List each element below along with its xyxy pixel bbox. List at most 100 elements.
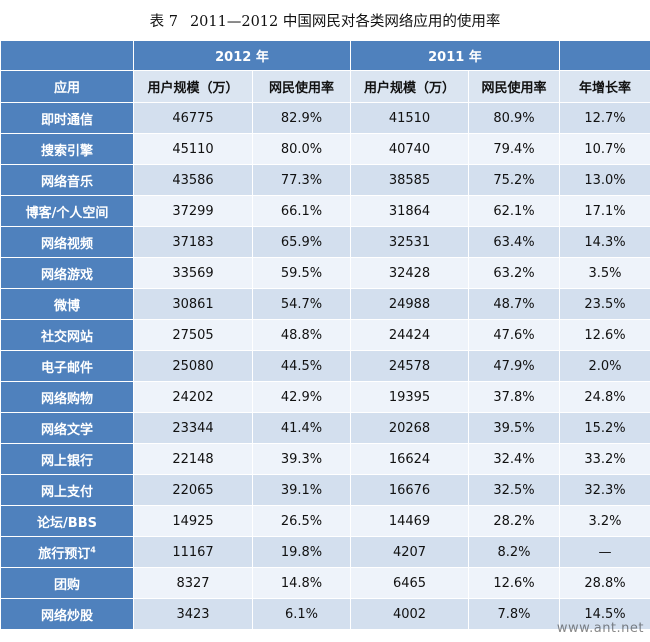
table-row: 搜索引擎 45110 80.0% 40740 79.4% 10.7% (0, 133, 650, 165)
app-name-cell: 电子邮件 (0, 350, 134, 382)
growth-cell: 12.6% (559, 319, 650, 351)
rate-2011-cell: 32.4% (468, 443, 560, 475)
growth-cell: 12.7% (559, 102, 650, 134)
users-2012-cell: 8327 (133, 567, 253, 599)
rate-2011-cell: 8.2% (468, 536, 560, 568)
table-row: 微博 30861 54.7% 24988 48.7% 23.5% (0, 288, 650, 320)
users-2011-cell: 6465 (350, 567, 469, 599)
rate-2012-cell: 39.3% (252, 443, 351, 475)
rate-2012-cell: 59.5% (252, 257, 351, 289)
app-name-cell: 网络购物 (0, 381, 134, 413)
rate-2012-cell: 39.1% (252, 474, 351, 506)
users-2012-cell: 33569 (133, 257, 253, 289)
users-2012-cell: 22148 (133, 443, 253, 475)
table-row: 论坛/BBS 14925 26.5% 14469 28.2% 3.2% (0, 505, 650, 537)
rate-2012-cell: 42.9% (252, 381, 351, 413)
users-2012-cell: 22065 (133, 474, 253, 506)
app-name-cell: 搜索引擎 (0, 133, 134, 165)
users-2011-cell: 16676 (350, 474, 469, 506)
table-row: 电子邮件 25080 44.5% 24578 47.9% 2.0% (0, 350, 650, 382)
table-row: 社交网站 27505 48.8% 24424 47.6% 12.6% (0, 319, 650, 351)
col-header-users-2011: 用户规模（万） (350, 70, 469, 103)
users-2011-cell: 38585 (350, 164, 469, 196)
users-2012-cell: 24202 (133, 381, 253, 413)
table-row: 团购 8327 14.8% 6465 12.6% 28.8% (0, 567, 650, 599)
users-2012-cell: 3423 (133, 598, 253, 630)
table-row: 博客/个人空间 37299 66.1% 31864 62.1% 17.1% (0, 195, 650, 227)
rate-2011-cell: 63.4% (468, 226, 560, 258)
growth-cell: 28.8% (559, 567, 650, 599)
rate-2011-cell: 32.5% (468, 474, 560, 506)
rate-2012-cell: 80.0% (252, 133, 351, 165)
growth-cell: 32.3% (559, 474, 650, 506)
table-row: 网络音乐 43586 77.3% 38585 75.2% 13.0% (0, 164, 650, 196)
rate-2011-cell: 28.2% (468, 505, 560, 537)
table-row: 网上支付 22065 39.1% 16676 32.5% 32.3% (0, 474, 650, 506)
table-row: 网络购物 24202 42.9% 19395 37.8% 24.8% (0, 381, 650, 413)
app-name-cell: 论坛/BBS (0, 505, 134, 537)
growth-cell: 24.8% (559, 381, 650, 413)
column-header-row: 应用 用户规模（万） 网民使用率 用户规模（万） 网民使用率 年增长率 (0, 70, 650, 103)
users-2012-cell: 37183 (133, 226, 253, 258)
app-name-cell: 网络文学 (0, 412, 134, 444)
growth-cell: 3.2% (559, 505, 650, 537)
rate-2012-cell: 19.8% (252, 536, 351, 568)
rate-2012-cell: 41.4% (252, 412, 351, 444)
rate-2011-cell: 62.1% (468, 195, 560, 227)
users-2012-cell: 45110 (133, 133, 253, 165)
users-2011-cell: 20268 (350, 412, 469, 444)
users-2011-cell: 4207 (350, 536, 469, 568)
rate-2011-cell: 39.5% (468, 412, 560, 444)
app-name-cell: 网上支付 (0, 474, 134, 506)
year-header-2012: 2012 年 (133, 40, 351, 71)
app-name-cell: 网络音乐 (0, 164, 134, 196)
app-name-cell: 团购 (0, 567, 134, 599)
col-header-app: 应用 (0, 70, 134, 103)
users-2011-cell: 40740 (350, 133, 469, 165)
rate-2012-cell: 6.1% (252, 598, 351, 630)
app-name-cell: 网络游戏 (0, 257, 134, 289)
table-row: 网上银行 22148 39.3% 16624 32.4% 33.2% (0, 443, 650, 475)
growth-cell: 15.2% (559, 412, 650, 444)
rate-2012-cell: 77.3% (252, 164, 351, 196)
users-2011-cell: 31864 (350, 195, 469, 227)
table-caption-label: 表 7 (149, 13, 178, 30)
growth-cell: 2.0% (559, 350, 650, 382)
rate-2011-cell: 75.2% (468, 164, 560, 196)
rate-2011-cell: 47.9% (468, 350, 560, 382)
table-row: 网络炒股 3423 6.1% 4002 7.8% 14.5% (0, 598, 650, 630)
users-2012-cell: 11167 (133, 536, 253, 568)
users-2011-cell: 19395 (350, 381, 469, 413)
rate-2012-cell: 14.8% (252, 567, 351, 599)
rate-2012-cell: 66.1% (252, 195, 351, 227)
rate-2011-cell: 79.4% (468, 133, 560, 165)
table-caption: 表 7 2011—2012 中国网民对各类网络应用的使用率 (0, 0, 650, 40)
users-2012-cell: 25080 (133, 350, 253, 382)
users-2011-cell: 41510 (350, 102, 469, 134)
app-name-cell: 网络视频 (0, 226, 134, 258)
users-2011-cell: 16624 (350, 443, 469, 475)
growth-cell: — (559, 536, 650, 568)
col-header-rate-2011: 网民使用率 (468, 70, 560, 103)
users-2011-cell: 24988 (350, 288, 469, 320)
users-2011-cell: 24578 (350, 350, 469, 382)
users-2012-cell: 23344 (133, 412, 253, 444)
growth-cell: 17.1% (559, 195, 650, 227)
rate-2012-cell: 26.5% (252, 505, 351, 537)
growth-cell: 13.0% (559, 164, 650, 196)
rate-2011-cell: 37.8% (468, 381, 560, 413)
rate-2011-cell: 63.2% (468, 257, 560, 289)
users-2011-cell: 14469 (350, 505, 469, 537)
growth-cell: 3.5% (559, 257, 650, 289)
users-2011-cell: 32428 (350, 257, 469, 289)
users-2012-cell: 46775 (133, 102, 253, 134)
growth-cell: 23.5% (559, 288, 650, 320)
app-name-cell: 网络炒股 (0, 598, 134, 630)
app-name-cell: 微博 (0, 288, 134, 320)
table-row: 网络游戏 33569 59.5% 32428 63.2% 3.5% (0, 257, 650, 289)
footnote-marker: 4 (90, 545, 96, 555)
watermark-text: www.ant.net (556, 621, 644, 636)
users-2012-cell: 27505 (133, 319, 253, 351)
usage-rate-table: 2012 年 2011 年 应用 用户规模（万） 网民使用率 用户规模（万） 网… (0, 40, 650, 630)
growth-cell: 14.3% (559, 226, 650, 258)
